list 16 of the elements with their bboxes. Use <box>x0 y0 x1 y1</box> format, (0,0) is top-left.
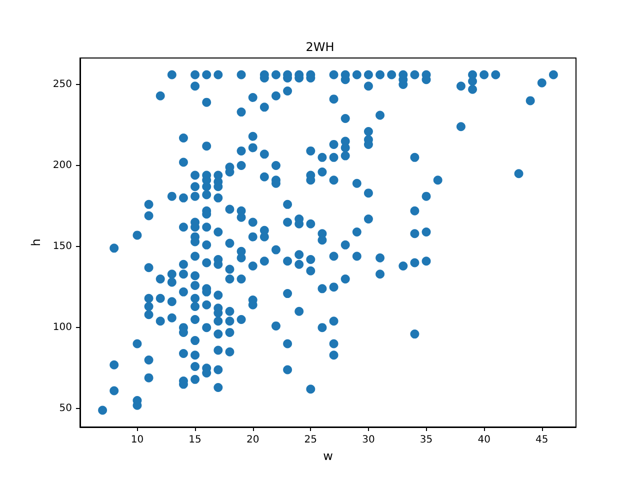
x-tick-label: 35 <box>420 434 433 446</box>
y-tick-label: 250 <box>52 78 72 90</box>
y-tick-label: 150 <box>52 241 72 252</box>
x-tick-label: 45 <box>536 434 548 446</box>
y-tick-label: 100 <box>52 322 72 334</box>
x-tick-label: 30 <box>362 434 375 446</box>
chart-title: 2WH <box>306 40 334 54</box>
y-axis-title: h <box>29 238 44 246</box>
x-tick-label: 25 <box>304 434 318 446</box>
x-tick-label: 15 <box>188 434 202 446</box>
x-tick-label: 20 <box>246 434 260 446</box>
x-tick-label: 10 <box>130 434 144 446</box>
x-axis-title: w <box>323 448 334 463</box>
y-tick-label: 50 <box>59 403 72 414</box>
y-tick-label: 200 <box>52 160 72 172</box>
x-tick-label: 40 <box>478 434 490 446</box>
